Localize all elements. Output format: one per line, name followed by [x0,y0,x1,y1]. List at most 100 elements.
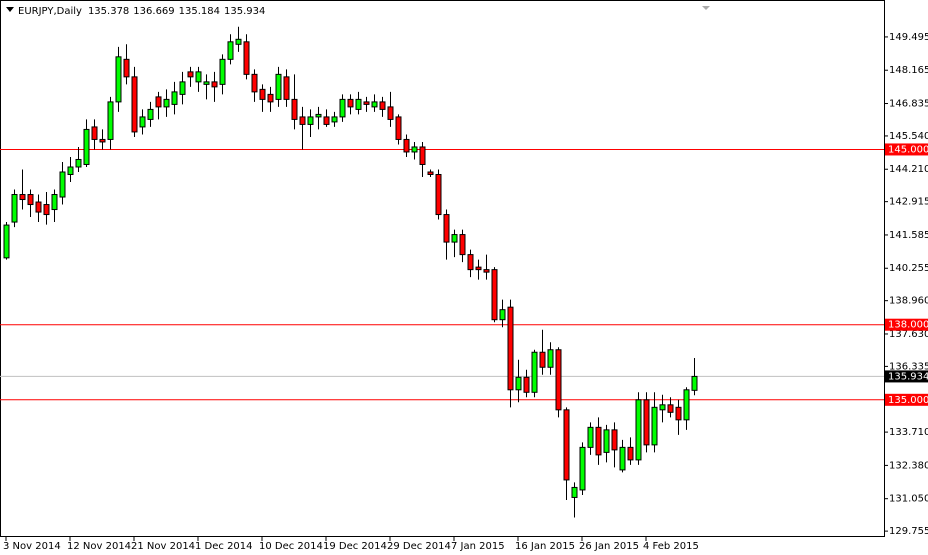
candle-body [523,376,530,393]
candle-body [147,108,154,120]
candle-body [195,71,202,83]
candle-body [683,389,690,421]
y-tick-label: 144.210 [889,164,928,175]
candle-body [235,38,242,45]
candle-body [507,306,514,391]
candle-body [531,351,538,393]
level-label-box [885,143,928,156]
candle-body [659,404,666,411]
candle-body [27,194,34,206]
candle-body [355,98,362,110]
candle-body [595,426,602,456]
x-tick-label: 12 Nov 2014 [67,541,131,552]
x-tick-label: 26 Jan 2015 [579,541,639,552]
candle-body [603,429,610,453]
current-price-box [885,370,928,383]
candle-body [131,76,138,133]
candle-body [339,98,346,118]
x-tick-label: 1 Dec 2014 [195,541,253,552]
y-tick-label: 131.050 [889,494,928,505]
candle-body [427,171,434,175]
candle-body [3,224,10,259]
candle-body [555,349,562,411]
y-tick-label: 146.835 [889,99,928,110]
candle-body [19,194,26,201]
y-tick-label: 136.335 [889,361,928,372]
level-label: 145.000 [888,144,928,155]
symbol-title: EURJPY,Daily [18,6,82,17]
candle-body [171,91,178,105]
candle-body [443,214,450,243]
candle-body [619,446,626,471]
candle-body [651,406,658,446]
candle-body [667,404,674,413]
candle-body [627,446,634,461]
candle-body [539,351,546,368]
candle-body [347,98,354,108]
candle-body [579,446,586,491]
shift-marker [702,6,710,10]
candle-body [587,426,594,448]
candle-body [211,81,218,88]
candle-body [315,113,322,118]
candle-body [419,146,426,165]
y-tick-label: 133.710 [889,427,928,438]
candle-body [91,126,98,140]
candle-body [379,101,386,110]
candle-body [323,116,330,125]
candle-body [115,56,122,103]
y-tick-label: 141.585 [889,230,928,241]
y-tick-label: 129.755 [889,526,928,537]
level-label: 138.000 [888,320,928,331]
candle-body [187,71,194,78]
level-label: 135.000 [888,395,928,406]
candle-body [547,349,554,368]
candle-body [291,98,298,120]
candle-body [155,96,162,108]
candle-body [459,234,466,256]
candle-body [395,116,402,140]
candle-body [411,146,418,153]
candle-body [59,171,66,198]
candle-body [203,81,210,85]
candle-body [179,81,186,95]
y-tick-label: 140.255 [889,263,928,274]
candle-body [611,429,618,451]
x-tick-label: 21 Nov 2014 [131,541,195,552]
candle-body [83,128,90,165]
x-tick-label: 4 Feb 2015 [643,541,699,552]
x-tick-label: 3 Nov 2014 [3,541,61,552]
candle-body [259,88,266,100]
header-open: 135.378 [88,6,129,17]
symbol-marker [6,7,14,12]
x-tick-label: 19 Dec 2014 [323,541,387,552]
candle-body [467,254,474,271]
candle-body [491,269,498,321]
current-price-label: 135.934 [888,371,928,382]
candle-body [451,234,458,243]
candle-body [691,375,698,391]
candle-body [283,76,290,100]
candle-body [227,41,234,60]
candle-body [643,399,650,446]
candle-body [75,158,82,168]
header-low: 135.184 [179,6,220,17]
candle-body [267,93,274,103]
candle-body [515,376,522,391]
y-tick-label: 145.540 [889,131,928,142]
candle-body [107,101,114,140]
level-label-box [885,393,928,406]
x-tick-label: 16 Jan 2015 [515,541,575,552]
candle-body [51,194,58,211]
candle-body [387,106,394,120]
header-close: 135.934 [224,6,265,17]
candle-body [275,73,282,100]
y-tick-label: 132.380 [889,460,928,471]
candle-body [299,116,306,125]
candle-body [483,269,490,273]
candle-body [635,399,642,461]
level-label-box [885,318,928,331]
y-tick-label: 142.915 [889,197,928,208]
candle-body [563,409,570,481]
